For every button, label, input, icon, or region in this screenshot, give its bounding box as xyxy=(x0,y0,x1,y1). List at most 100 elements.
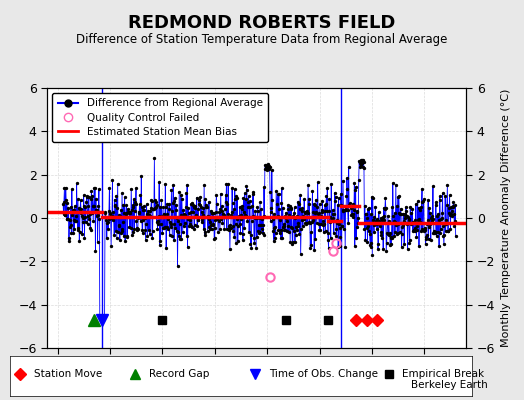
Point xyxy=(396,229,404,235)
Point xyxy=(229,222,237,229)
Point xyxy=(139,206,147,213)
Point xyxy=(120,210,128,217)
Point xyxy=(242,213,250,219)
Point xyxy=(313,204,321,210)
Point xyxy=(165,200,173,207)
Point xyxy=(145,213,154,219)
Point xyxy=(182,232,191,239)
Point xyxy=(169,200,177,206)
Point xyxy=(329,207,337,214)
Point xyxy=(220,212,228,219)
Point xyxy=(100,312,108,319)
Point xyxy=(181,212,190,218)
Point xyxy=(111,196,119,203)
Point xyxy=(104,226,112,232)
Point xyxy=(359,159,368,166)
Point xyxy=(422,234,430,240)
Point xyxy=(257,206,265,212)
Point xyxy=(105,185,114,192)
Point xyxy=(93,238,102,245)
Point xyxy=(411,228,420,234)
Point xyxy=(442,217,450,223)
Point xyxy=(129,196,138,202)
Point xyxy=(203,204,211,210)
Point xyxy=(264,161,272,167)
Point xyxy=(220,226,228,232)
Point xyxy=(64,205,72,211)
Point xyxy=(85,216,93,222)
Point xyxy=(110,214,118,221)
Point xyxy=(172,202,180,208)
Point xyxy=(344,164,353,170)
Point xyxy=(134,226,142,232)
Point xyxy=(277,200,286,206)
Point xyxy=(202,204,211,211)
Point xyxy=(366,242,374,248)
Point xyxy=(276,227,285,233)
Point xyxy=(409,228,417,234)
Point xyxy=(247,218,256,224)
Point xyxy=(373,226,381,232)
Point xyxy=(432,229,441,235)
Point xyxy=(365,228,373,234)
Point xyxy=(258,230,267,236)
Point xyxy=(310,201,318,208)
Point xyxy=(300,210,309,216)
Point xyxy=(211,217,220,223)
Point xyxy=(276,217,285,223)
Point xyxy=(431,229,439,235)
Point xyxy=(225,226,233,233)
Point xyxy=(355,164,364,170)
Point xyxy=(130,226,138,232)
Point xyxy=(274,212,282,219)
Point xyxy=(240,225,248,232)
Point xyxy=(238,203,246,209)
Point xyxy=(450,223,458,229)
Point xyxy=(357,157,365,163)
Point xyxy=(155,179,163,185)
Point xyxy=(301,208,309,215)
Point xyxy=(200,226,208,232)
Point xyxy=(180,213,189,219)
Point xyxy=(199,212,207,219)
Point xyxy=(436,226,445,232)
Point xyxy=(213,216,222,222)
Point xyxy=(69,207,77,214)
Point xyxy=(269,228,277,235)
Point xyxy=(189,209,197,216)
Point xyxy=(412,201,420,208)
Point xyxy=(321,208,329,214)
Point xyxy=(429,183,437,189)
Point xyxy=(178,196,186,202)
Point xyxy=(129,228,137,235)
Point xyxy=(122,202,130,208)
Point xyxy=(351,243,359,250)
Point xyxy=(298,208,307,214)
Point xyxy=(177,192,185,198)
Point xyxy=(423,232,431,238)
Point xyxy=(235,213,243,220)
Point xyxy=(72,180,81,187)
Point xyxy=(399,221,407,228)
Point xyxy=(367,240,376,246)
Point xyxy=(124,210,133,216)
Point xyxy=(308,188,316,195)
Point xyxy=(378,235,387,242)
Point xyxy=(66,217,74,223)
Point xyxy=(318,198,326,204)
Point xyxy=(226,225,235,232)
Point xyxy=(371,204,379,210)
Point xyxy=(89,218,97,224)
Point xyxy=(417,204,425,210)
Point xyxy=(275,206,283,212)
Point xyxy=(255,215,264,221)
Point xyxy=(352,184,360,190)
Point xyxy=(302,208,311,214)
Point xyxy=(446,211,455,218)
Point xyxy=(316,227,324,233)
Point xyxy=(313,220,321,226)
Point xyxy=(412,223,421,230)
Point xyxy=(285,212,293,219)
Point xyxy=(341,244,350,250)
Point xyxy=(299,223,307,229)
